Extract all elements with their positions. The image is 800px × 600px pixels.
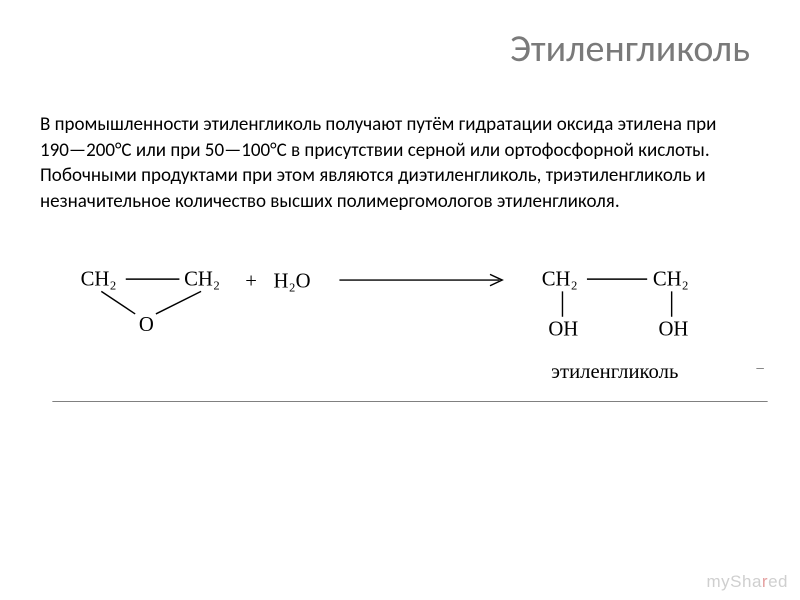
- reaction-svg: CH₂ CH₂ O + H₂O CH₂ CH₂ OH OH этиленглик…: [50, 265, 770, 425]
- reactant-o: O: [139, 313, 154, 335]
- plus-sign: +: [245, 270, 257, 292]
- slide: Этиленгликоль В промышленности этиленгли…: [0, 0, 800, 600]
- body-paragraph: В промышленности этиленгликоль получают …: [40, 112, 740, 215]
- reactant-o-bond-right: [156, 291, 201, 314]
- watermark-left: mySha: [706, 572, 761, 591]
- product-ch2-right: CH₂: [653, 268, 689, 290]
- page-title: Этиленгликоль: [40, 26, 750, 72]
- product-ch2-left: CH₂: [542, 268, 578, 290]
- reaction-diagram: CH₂ CH₂ O + H₂O CH₂ CH₂ OH OH этиленглик…: [40, 265, 760, 430]
- watermark-right: ed: [768, 572, 788, 591]
- product-name: этиленгликоль: [551, 361, 678, 383]
- product-oh-right: OH: [658, 318, 688, 340]
- reactant-o-bond-left: [101, 291, 135, 314]
- watermark: myShared: [706, 572, 788, 592]
- product-oh-left: OH: [548, 318, 578, 340]
- water-formula: H₂O: [274, 270, 311, 292]
- title-area: Этиленгликоль: [40, 26, 760, 72]
- reactant-ch2-right: CH₂: [184, 268, 220, 290]
- reactant-ch2-left: CH₂: [81, 268, 117, 290]
